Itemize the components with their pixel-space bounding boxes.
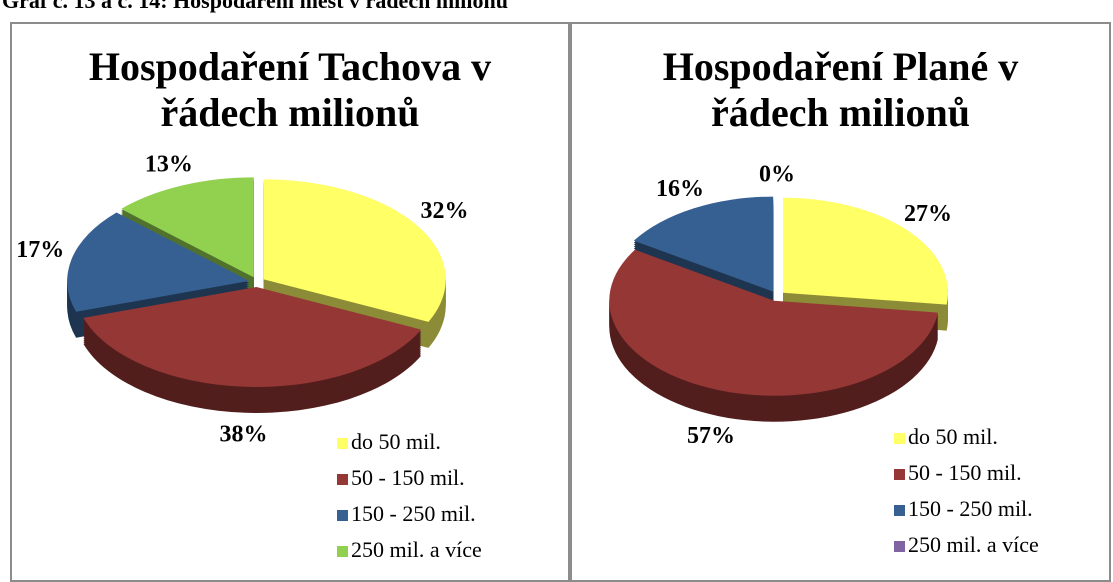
legend-label: do 50 mil. (351, 429, 441, 454)
legend-swatch (337, 474, 348, 485)
pie-chart: 27% 57% 16% 0% do 50 mil. 50 - 150 mil. 150 - … (609, 162, 1039, 557)
data-label: 57% (687, 423, 735, 449)
slice (121, 177, 254, 278)
legend-label: 50 - 150 mil. (908, 460, 1022, 485)
legend-label: 150 - 250 mil. (351, 501, 476, 526)
legend-label: do 50 mil. (908, 424, 998, 449)
legend-swatch (337, 438, 348, 449)
data-label: 13% (145, 152, 193, 178)
legend-swatch (894, 433, 905, 444)
data-label: 0% (759, 162, 795, 188)
slice (609, 249, 938, 396)
legend-label: 250 mil. a více (351, 537, 482, 562)
chart-panel: 32% 38% 17% 13% do 50 mil. 50 - 150 mil. 150 -… (10, 22, 570, 582)
chart-title: Hospodaření Tachova v řádech milionů (88, 44, 492, 135)
legend-label: 50 - 150 mil. (351, 465, 465, 490)
pie-chart: 32% 38% 17% 13% do 50 mil. 50 - 150 mil. 150 -… (16, 152, 482, 563)
legend-swatch (894, 541, 905, 552)
slice (633, 196, 774, 292)
legend-swatch (337, 546, 348, 557)
slice (263, 179, 446, 322)
chart-panel: 27% 57% 16% 0% do 50 mil. 50 - 150 mil. 150 - … (570, 22, 1111, 582)
slice (67, 212, 250, 312)
legend-swatch (894, 505, 905, 516)
heading: Graf č. 13 a č. 14: Hospodaření měst v ř… (2, 0, 508, 13)
legend-swatch (337, 510, 348, 521)
legend-label: 250 mil. a více (908, 532, 1039, 557)
legend-label: 150 - 250 mil. (908, 496, 1033, 521)
chart-title: Hospodaření Plané v řádech milionů (662, 44, 1019, 135)
data-label: 27% (904, 201, 952, 227)
data-label: 38% (220, 421, 268, 447)
slice (83, 286, 422, 387)
data-label: 32% (420, 198, 468, 224)
data-label: 16% (656, 176, 704, 202)
data-label: 17% (16, 237, 64, 263)
legend-swatch (894, 469, 905, 480)
slice (783, 197, 949, 305)
